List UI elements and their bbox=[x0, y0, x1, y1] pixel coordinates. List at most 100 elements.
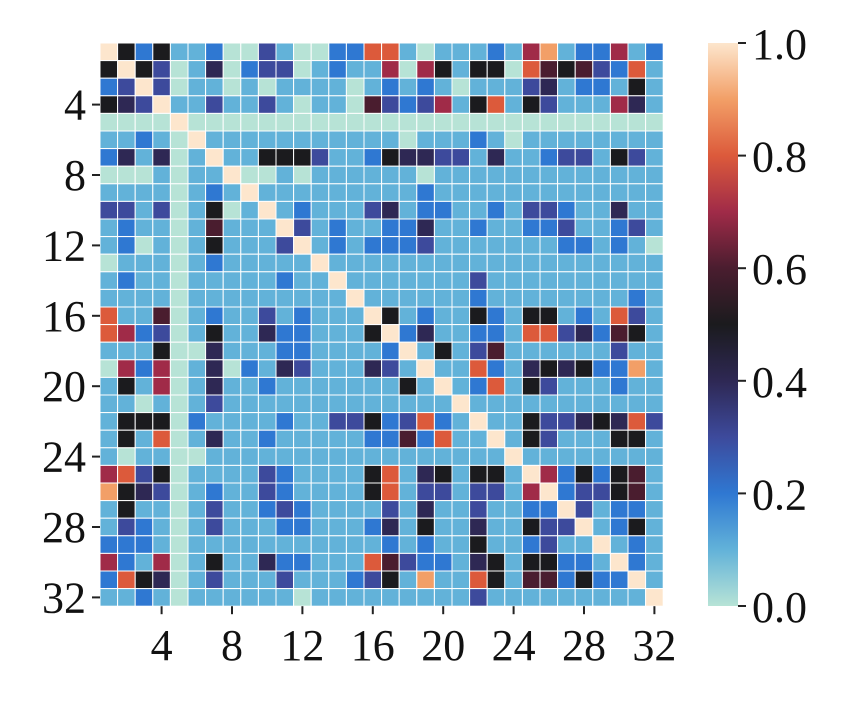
heatmap-cell bbox=[99, 236, 119, 255]
heatmap-cell bbox=[222, 517, 242, 537]
heatmap-cell bbox=[433, 271, 453, 290]
heatmap-cell bbox=[152, 570, 171, 590]
heatmap-cell bbox=[187, 552, 207, 572]
heatmap-cell bbox=[521, 60, 541, 79]
heatmap-cell bbox=[345, 148, 365, 167]
heatmap-cell bbox=[609, 271, 629, 290]
heatmap-cell bbox=[451, 218, 471, 238]
heatmap-cell bbox=[469, 359, 488, 378]
heatmap-cell bbox=[134, 482, 154, 502]
heatmap-cell bbox=[592, 60, 611, 79]
heatmap-cell bbox=[363, 253, 383, 273]
heatmap-cell bbox=[293, 324, 312, 343]
heatmap-cell bbox=[592, 394, 611, 414]
heatmap-cell bbox=[627, 77, 647, 97]
y-tick-label: 4 bbox=[64, 81, 86, 130]
heatmap-cell bbox=[627, 130, 647, 150]
heatmap-cell bbox=[293, 306, 312, 326]
heatmap-cell bbox=[275, 324, 295, 343]
heatmap-cell bbox=[275, 42, 295, 62]
heatmap-cell bbox=[557, 412, 576, 431]
heatmap-cell bbox=[451, 359, 471, 378]
heatmap-cell bbox=[99, 306, 119, 326]
heatmap-cell bbox=[557, 324, 576, 343]
heatmap-cell bbox=[398, 306, 418, 326]
heatmap-cell bbox=[645, 288, 664, 308]
heatmap-cell bbox=[609, 165, 629, 185]
heatmap-cell bbox=[310, 500, 330, 519]
heatmap-cell bbox=[381, 271, 400, 290]
heatmap-cell bbox=[574, 200, 594, 220]
heatmap-cell bbox=[486, 271, 506, 290]
y-tick-label: 32 bbox=[42, 573, 86, 622]
heatmap-cell bbox=[504, 500, 523, 519]
heatmap-cell bbox=[433, 412, 453, 431]
colorbar-tick-label: 0.8 bbox=[752, 133, 807, 182]
heatmap-cell bbox=[592, 288, 611, 308]
heatmap-cell bbox=[134, 570, 154, 590]
heatmap-cell bbox=[486, 394, 506, 414]
heatmap-cell bbox=[433, 306, 453, 326]
heatmap-cell bbox=[469, 341, 488, 361]
heatmap-cell bbox=[275, 500, 295, 519]
heatmap-cell bbox=[345, 447, 365, 466]
colorbar-tick-label: 0.6 bbox=[752, 245, 807, 294]
heatmap-cell bbox=[293, 271, 312, 290]
heatmap-cell bbox=[627, 165, 647, 185]
heatmap-cell bbox=[486, 500, 506, 519]
heatmap-cell bbox=[152, 148, 171, 167]
heatmap-cell bbox=[310, 552, 330, 572]
heatmap-cell bbox=[205, 306, 224, 326]
heatmap-cell bbox=[627, 148, 647, 167]
heatmap-cell bbox=[609, 447, 629, 466]
heatmap-cell bbox=[345, 42, 365, 62]
heatmap-cell bbox=[310, 535, 330, 554]
heatmap-cell bbox=[504, 535, 523, 554]
heatmap-cell bbox=[451, 341, 471, 361]
heatmap-cell bbox=[310, 130, 330, 150]
heatmap-cell bbox=[134, 95, 154, 114]
heatmap-cell bbox=[310, 112, 330, 132]
heatmap-cell bbox=[416, 253, 435, 273]
heatmap-cell bbox=[222, 148, 242, 167]
heatmap-cell bbox=[328, 42, 347, 62]
heatmap-cell bbox=[609, 218, 629, 238]
heatmap-cell bbox=[222, 464, 242, 484]
heatmap-cell bbox=[134, 306, 154, 326]
heatmap-cell bbox=[574, 341, 594, 361]
heatmap-cell bbox=[169, 394, 189, 414]
heatmap-cell bbox=[416, 482, 435, 502]
heatmap-cell bbox=[451, 112, 471, 132]
heatmap-cell bbox=[99, 130, 119, 150]
heatmap-cell bbox=[169, 130, 189, 150]
heatmap-cell bbox=[328, 552, 347, 572]
heatmap-cell bbox=[117, 376, 136, 396]
heatmap-cell bbox=[328, 482, 347, 502]
heatmap-cell bbox=[293, 552, 312, 572]
heatmap-cell bbox=[469, 218, 488, 238]
heatmap-cell bbox=[609, 288, 629, 308]
heatmap-cell bbox=[187, 570, 207, 590]
heatmap-cell bbox=[310, 359, 330, 378]
heatmap-cell bbox=[592, 218, 611, 238]
heatmap-cell bbox=[645, 306, 664, 326]
heatmap-cell bbox=[134, 500, 154, 519]
heatmap-cell bbox=[609, 236, 629, 255]
heatmap-cell bbox=[451, 306, 471, 326]
heatmap-cell bbox=[557, 517, 576, 537]
heatmap-cell bbox=[205, 447, 224, 466]
heatmap-cell bbox=[205, 482, 224, 502]
heatmap-cell bbox=[574, 77, 594, 97]
heatmap-cell bbox=[222, 588, 242, 607]
heatmap-cell bbox=[592, 130, 611, 150]
heatmap-cell bbox=[451, 253, 471, 273]
heatmap-cell bbox=[240, 447, 259, 466]
heatmap-cell bbox=[592, 271, 611, 290]
heatmap-cell bbox=[345, 60, 365, 79]
heatmap-cell bbox=[451, 95, 471, 114]
heatmap-cell bbox=[381, 60, 400, 79]
heatmap-cell bbox=[134, 42, 154, 62]
heatmap-cell bbox=[627, 288, 647, 308]
heatmap-cell bbox=[310, 482, 330, 502]
heatmap-cell bbox=[187, 183, 207, 202]
